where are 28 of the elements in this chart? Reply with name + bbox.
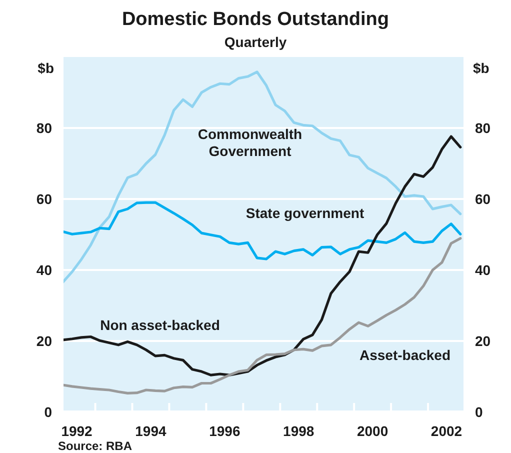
y-tick-label: 80: [36, 120, 52, 136]
y-axis-title: $b: [38, 60, 54, 76]
series-label: Non asset-backed: [100, 317, 220, 333]
y2-tick-label: 0: [475, 404, 483, 420]
line-series: [62, 237, 462, 394]
y-tick-label: 20: [36, 333, 52, 349]
y2-tick-label: 60: [475, 191, 491, 207]
chart-title: Domestic Bonds Outstanding: [122, 9, 390, 30]
y2-tick-label: 20: [475, 333, 491, 349]
y-tick-label: 60: [36, 191, 52, 207]
series-label: Asset-backed: [359, 347, 451, 363]
chart-subtitle: Quarterly: [224, 34, 287, 50]
series-label: State government: [246, 205, 364, 221]
x-tick-label: 1994: [135, 423, 167, 439]
x-tick-label: 1996: [209, 423, 240, 439]
series-label: Commonwealth Government: [198, 126, 302, 159]
x-tick-label: 1998: [283, 423, 314, 439]
y2-tick-label: 80: [475, 120, 491, 136]
line-series: [62, 70, 462, 284]
x-tick-label: 2002: [430, 423, 462, 439]
source-note: Source: RBA: [58, 439, 132, 453]
line-series: [62, 201, 462, 260]
x-tick-label: 1992: [61, 423, 93, 439]
y-tick-label: 40: [36, 262, 52, 278]
y-tick-label: 0: [44, 404, 52, 420]
y2-tick-label: 40: [475, 262, 491, 278]
y2-axis-title: $b: [473, 60, 490, 76]
x-tick-label: 2000: [356, 423, 388, 439]
